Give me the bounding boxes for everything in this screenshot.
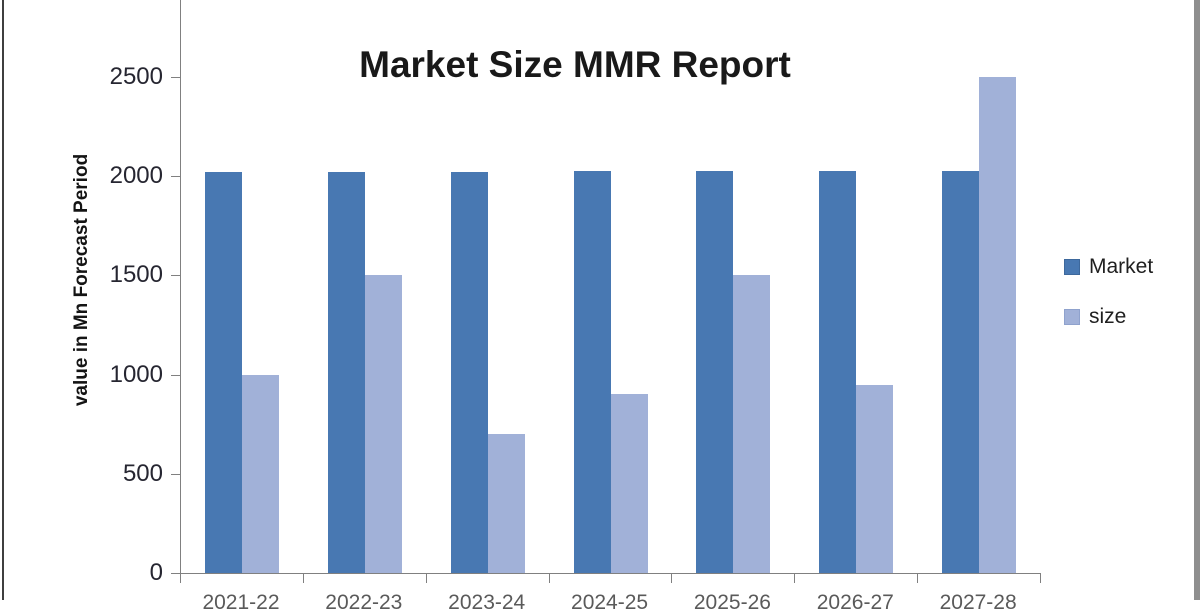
x-axis-tick — [1040, 574, 1041, 583]
y-tick-label: 1500 — [109, 261, 163, 289]
y-tick-label: 0 — [149, 559, 163, 586]
x-axis-tick — [425, 574, 427, 583]
bar-size-2027-28 — [979, 77, 1017, 573]
y-axis-tick — [171, 77, 181, 78]
bar-Market-2023-24 — [450, 171, 488, 573]
legend-swatch-market — [1064, 258, 1080, 275]
window-right-strip — [1194, 0, 1200, 600]
y-tick-label: 2000 — [109, 162, 163, 190]
x-category-label: 2023-24 — [448, 591, 526, 614]
x-axis-tick — [180, 574, 181, 583]
bar-size-2026-27 — [856, 384, 894, 573]
bar-Market-2025-26 — [696, 171, 734, 573]
window-left-border — [2, 0, 4, 600]
y-tick-label: 2500 — [109, 63, 163, 90]
y-tick-label: 1000 — [109, 360, 163, 388]
x-category-label: 2022-23 — [325, 591, 403, 614]
legend-label-size: size — [1089, 305, 1127, 328]
legend-label-market: Market — [1089, 255, 1154, 278]
x-category-label: 2026-27 — [816, 591, 894, 614]
x-axis-tick — [794, 574, 796, 583]
x-category-label: 2024-25 — [571, 591, 649, 614]
y-axis-tick — [171, 573, 181, 574]
y-tick-label: 500 — [122, 459, 163, 487]
y-axis-tick — [171, 176, 181, 178]
x-category-label: 2025-26 — [693, 591, 771, 614]
bar-size-2025-26 — [733, 275, 771, 573]
legend-swatch-size — [1064, 308, 1080, 325]
bar-size-2023-24 — [487, 434, 525, 573]
x-category-label: 2021-22 — [202, 591, 280, 614]
bar-Market-2024-25 — [573, 171, 611, 573]
y-axis-tick — [171, 275, 181, 277]
x-axis-tick — [917, 574, 919, 583]
bar-Market-2026-27 — [819, 171, 857, 573]
bar-Market-2027-28 — [942, 170, 980, 573]
chart-legend: Market size — [1064, 256, 1153, 356]
bar-Market-2022-23 — [327, 171, 365, 573]
x-axis-tick — [302, 574, 304, 583]
chart-title: Market Size MMR Report — [359, 44, 791, 85]
bar-size-2022-23 — [364, 275, 402, 573]
x-axis-line — [180, 573, 1041, 574]
y-axis-tick — [171, 473, 181, 475]
y-axis-tick — [171, 374, 181, 376]
y-axis-line — [180, 0, 181, 574]
bar-size-2021-22 — [242, 374, 279, 573]
bar-Market-2021-22 — [205, 172, 242, 573]
legend-item-market: Market — [1064, 256, 1153, 277]
x-axis-tick — [671, 574, 673, 583]
x-category-label: 2027-28 — [939, 591, 1017, 614]
legend-item-size: size — [1064, 306, 1153, 327]
x-axis-tick — [548, 574, 550, 583]
bar-size-2024-25 — [610, 394, 648, 573]
